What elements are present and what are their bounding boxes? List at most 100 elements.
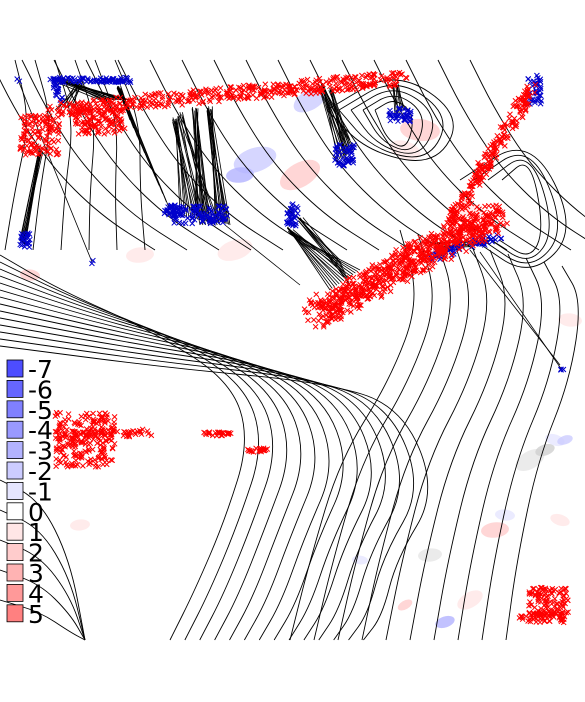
x-marker [94,118,101,125]
x-marker [387,83,393,90]
x-marker [403,112,410,118]
x-marker [448,206,455,213]
x-marker [518,613,525,620]
contour-line [338,84,444,158]
x-marker [18,114,24,121]
x-marker [159,93,166,100]
connector-line [59,80,117,101]
x-marker [386,112,393,118]
x-marker [119,78,126,84]
x-marker [216,429,222,436]
x-marker [80,439,86,446]
x-marker [326,79,333,86]
x-marker [537,76,544,83]
x-marker [291,91,298,98]
x-marker [227,87,234,94]
x-marker [90,436,97,443]
x-marker [537,83,544,90]
x-marker [446,217,453,224]
x-marker [47,124,54,131]
x-marker [65,411,72,417]
x-marker [50,128,57,135]
legend-swatch [6,379,24,398]
x-marker [522,97,529,104]
legend-label: -6 [28,375,53,404]
x-marker [101,432,108,439]
contour-line [433,253,524,641]
x-marker [54,429,60,435]
connector-line [17,79,93,263]
x-marker [70,75,76,81]
x-marker [404,278,411,285]
x-marker [237,94,244,101]
x-marker [395,276,402,283]
legend-swatch [6,461,24,480]
x-marker [29,150,36,157]
x-marker [108,118,115,125]
x-marker [102,420,108,426]
legend-entry: 3 [6,559,44,588]
x-marker [56,444,62,451]
x-marker [79,462,86,469]
contour-line [0,599,86,641]
x-marker [70,435,76,441]
x-marker [499,134,506,141]
connector-line [319,85,356,151]
x-marker [79,75,85,82]
x-marker [319,85,325,91]
x-marker [372,281,379,288]
x-marker [492,214,499,221]
x-marker [202,430,209,437]
x-marker [486,213,493,220]
x-marker [87,101,93,107]
x-marker [476,233,483,239]
x-marker [76,79,83,85]
x-marker [55,137,62,144]
x-marker [30,145,37,151]
x-marker [417,259,424,265]
x-marker [321,305,328,312]
x-marker [197,213,204,220]
x-marker [286,210,293,217]
x-marker [178,212,184,218]
x-marker [389,253,396,260]
contour-line [114,59,146,251]
x-marker [499,124,506,131]
x-marker [549,591,555,597]
connector-line [172,121,196,219]
x-marker [72,78,79,85]
x-marker [387,110,394,117]
x-marker [300,84,307,91]
x-marker [103,438,110,445]
x-marker [407,114,414,121]
x-marker [57,76,63,83]
x-marker [558,585,565,592]
x-marker [104,79,110,86]
x-marker [405,271,411,277]
x-marker [47,145,54,152]
x-marker [471,229,478,236]
x-marker [390,279,397,286]
x-marker [454,201,461,207]
legend-swatch [6,522,24,541]
x-marker [209,209,216,215]
x-marker [466,182,473,189]
x-marker [91,77,98,84]
x-marker [550,588,557,594]
x-marker [129,96,136,103]
x-marker [340,162,347,169]
x-marker [85,441,92,448]
x-marker [77,431,83,437]
x-marker [402,74,409,81]
x-marker [55,428,62,435]
x-marker [120,105,126,111]
shading-patch [233,146,277,174]
x-marker [284,83,291,90]
x-marker [334,146,340,153]
x-marker [317,297,324,303]
x-marker [179,220,186,227]
x-marker [363,287,370,294]
x-marker [187,89,194,95]
x-marker [50,84,57,91]
x-marker [57,420,64,426]
